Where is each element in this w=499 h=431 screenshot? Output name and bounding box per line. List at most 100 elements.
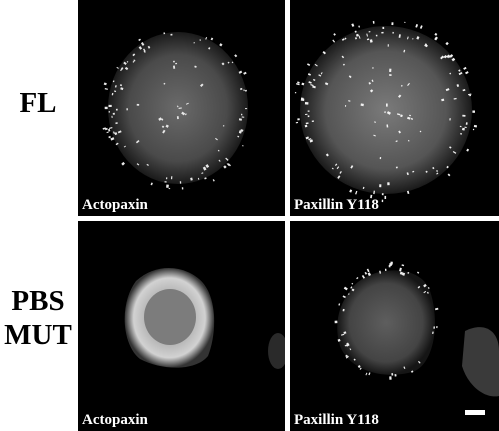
adhesion-speck [160,118,164,121]
adhesion-speck [392,31,394,34]
adhesion-speck [361,275,366,279]
row-label-pbs-mut-line-2: MUT [4,319,72,351]
adhesion-speck [108,135,111,139]
adhesion-speck [382,26,385,29]
adhesion-speck [146,163,149,166]
adhesion-speck [123,145,126,148]
adhesion-speck [132,60,135,63]
adhesion-speck [461,127,465,131]
adhesion-speck [168,187,171,190]
adhesion-speck [384,111,386,114]
adhesion-speck [136,163,140,166]
adhesion-speck [444,55,448,59]
adhesion-speck [345,105,347,107]
adhesion-speck [126,61,129,63]
row-label-fl-line-1: FL [19,87,57,119]
adhesion-speck [138,38,141,42]
adhesion-speck [106,131,109,134]
adhesion-speck [115,108,118,111]
adhesion-speck [140,42,145,46]
adhesion-speck [398,130,402,134]
adhesion-speck [136,103,140,106]
adhesion-speck [241,116,245,118]
adhesion-speck [406,190,410,195]
adhesion-speck [410,118,414,120]
adhesion-speck [390,261,393,265]
adhesion-speck [221,62,225,66]
adhesion-speck [333,33,336,36]
adhesion-speck [450,54,454,58]
adhesion-speck [417,285,421,289]
adhesion-speck [179,181,182,184]
adhesion-speck [433,326,435,329]
adhesion-speck [386,124,389,128]
adhesion-speck [371,79,374,82]
adhesion-speck [436,170,439,173]
adhesion-speck [370,194,373,199]
adhesion-speck [460,132,463,135]
adhesion-speck [395,140,398,143]
adhesion-speck [240,87,243,91]
adhesion-speck [373,190,375,195]
adhesion-speck [441,98,445,102]
adhesion-speck [342,295,346,299]
adhesion-speck [379,184,382,188]
adhesion-speck [394,374,397,377]
adhesion-speck [342,63,345,66]
adhesion-speck [436,172,439,175]
adhesion-speck [416,36,420,40]
micrograph-pbs-mut-actopaxin: Actopaxin [78,221,285,431]
adhesion-speck [469,94,472,97]
adhesion-speck [350,165,354,169]
adhesion-speck [205,36,208,40]
adhesion-speck [387,44,389,47]
adhesion-speck [417,271,420,274]
micrograph-pbs-mut-paxillin-y118: Paxillin Y118 [290,221,499,431]
adhesion-speck [199,39,202,41]
cell-image-fl-paxillin [294,20,478,203]
adhesion-speck [449,118,451,121]
adhesion-speck [120,87,124,91]
adhesion-speck [135,140,140,144]
adhesion-speck [453,97,457,100]
adhesion-speck [344,344,348,347]
adhesion-speck [103,82,107,86]
adhesion-speck [415,23,419,28]
adhesion-speck [238,130,242,134]
adhesion-speck [341,55,345,59]
adhesion-speck [324,82,329,86]
adhesion-speck [245,108,248,110]
adhesion-speck [343,331,347,335]
adhesion-speck [126,108,128,111]
adhesion-speck [297,118,300,121]
adhesion-speck [325,153,329,157]
adhesion-speck [344,37,347,40]
adhesion-speck [435,307,439,311]
adhesion-speck [138,46,143,50]
adhesion-speck [425,170,428,173]
adhesion-speck [456,84,460,88]
adhesion-speck [305,113,308,115]
panel-caption: Actopaxin [82,197,148,213]
adhesion-speck [215,137,218,141]
adhesion-speck [243,89,245,92]
adhesion-speck [201,172,204,174]
adhesion-speck [419,130,422,133]
adhesion-speck [342,308,345,312]
cell-image-pbs-mut-actopaxin [124,268,285,369]
adhesion-speck [297,81,300,84]
adhesion-speck [358,35,361,39]
adhesion-speck [473,124,478,128]
adhesion-speck [359,367,362,370]
adhesion-speck [111,92,114,96]
adhesion-speck [176,116,179,120]
adhesion-speck [391,22,394,26]
adhesion-speck [104,88,108,90]
adhesion-speck [366,38,370,41]
adhesion-speck [102,127,107,130]
adhesion-speck [334,320,338,324]
adhesion-speck [401,264,405,267]
adhesion-speck [210,37,214,41]
adhesion-speck [395,166,398,169]
adhesion-speck [240,113,243,116]
